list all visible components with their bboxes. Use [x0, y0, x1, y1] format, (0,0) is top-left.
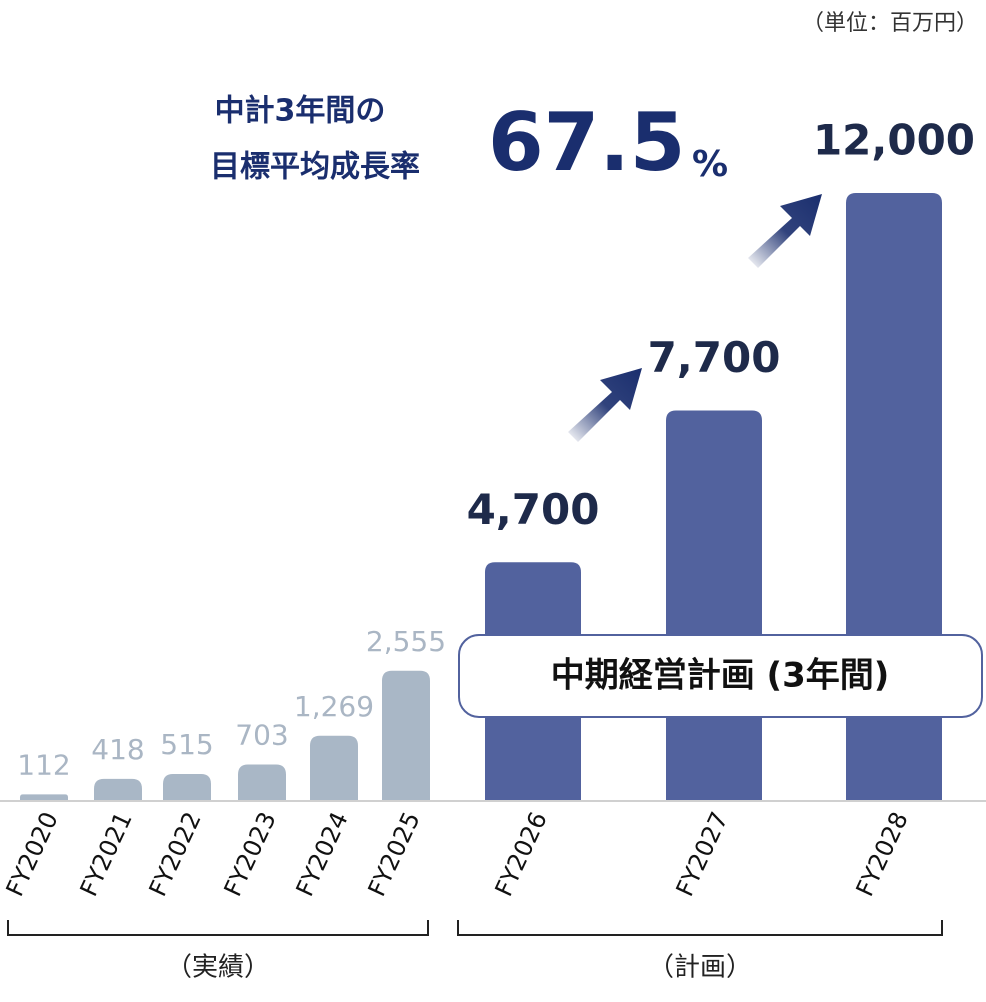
bracket	[457, 920, 943, 936]
growth-rate-unit: %	[692, 144, 728, 185]
x-tick-label: FY2023	[219, 808, 282, 901]
value-label: 2,555	[366, 625, 446, 658]
bracket	[7, 920, 429, 936]
group-label: （実績）	[166, 953, 270, 983]
bar	[666, 410, 762, 800]
x-tick-label: FY2024	[291, 808, 354, 901]
bar	[310, 735, 358, 800]
bar	[163, 773, 211, 800]
x-tick-label: FY2028	[851, 808, 914, 901]
value-label: 418	[91, 733, 144, 766]
value-label: 4,700	[467, 485, 600, 534]
value-label: 112	[17, 748, 70, 781]
value-label: 12,000	[813, 116, 975, 165]
arrow	[748, 194, 822, 268]
bar	[382, 670, 430, 800]
x-tick-label: FY2026	[490, 808, 553, 901]
value-label: 703	[235, 718, 288, 751]
headline: 目標平均成長率	[210, 150, 420, 185]
growth-rate: 67.5	[488, 96, 685, 189]
value-label: 1,269	[294, 690, 374, 723]
plan-label: 中期経営計画 (3年間)	[551, 656, 890, 696]
value-label: 7,700	[648, 333, 781, 382]
bar	[238, 764, 286, 800]
headline: 中計3年間の	[215, 94, 386, 129]
x-tick-label: FY2020	[1, 808, 64, 901]
arrow	[568, 368, 642, 442]
group-label: （計画）	[648, 953, 752, 983]
x-tick-label: FY2021	[75, 808, 138, 901]
x-tick-label: FY2025	[363, 808, 426, 901]
plan-box	[458, 634, 983, 718]
x-tick-label: FY2022	[144, 808, 207, 901]
x-tick-label: FY2027	[671, 808, 734, 901]
value-label: 515	[160, 728, 213, 761]
bar	[94, 778, 142, 800]
bar	[20, 794, 68, 800]
unit-note: （単位：百万円）	[802, 11, 978, 36]
